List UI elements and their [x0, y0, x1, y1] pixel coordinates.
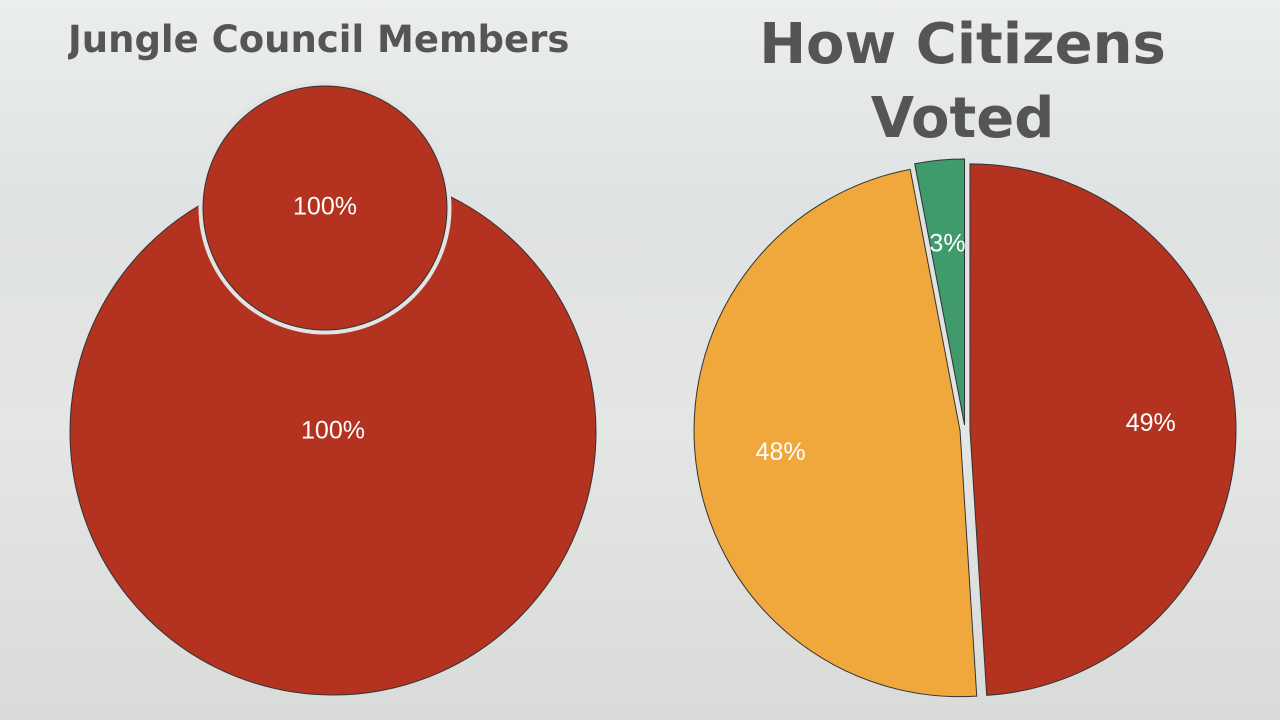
value-label: 100%	[301, 417, 365, 445]
pie-slice	[202, 85, 448, 331]
chart-title: Jungle Council Members	[68, 18, 570, 61]
pie-slice	[693, 168, 978, 698]
value-label: 3%	[929, 230, 965, 258]
value-label: 49%	[1126, 409, 1176, 437]
pie-slice	[969, 163, 1237, 696]
chart-title: How Citizens Voted	[759, 12, 1166, 151]
pie-slice	[914, 158, 966, 426]
value-label: 48%	[756, 438, 806, 466]
value-label: 100%	[293, 193, 357, 221]
